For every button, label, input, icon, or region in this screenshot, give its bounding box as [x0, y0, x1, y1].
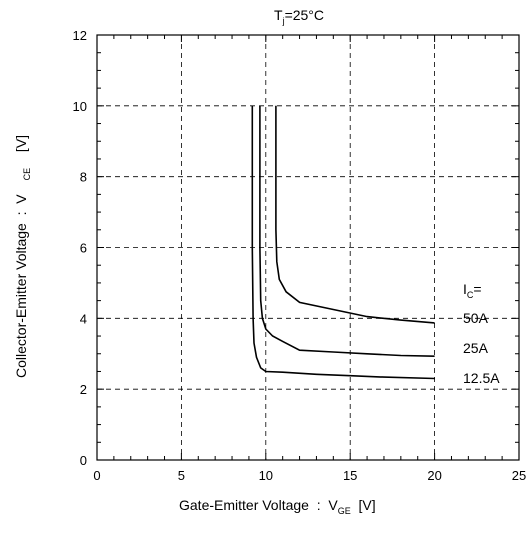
chart-title-sub: j	[282, 16, 285, 26]
x-axis-label-main: Gate-Emitter Voltage : V	[179, 497, 338, 513]
chart-title-tail: =25°C	[285, 7, 324, 23]
y-axis-label-sub: CE	[22, 168, 32, 181]
y-axis-label-main: Collector-Emitter Voltage : V	[13, 194, 29, 378]
x-axis-label-tail: [V]	[351, 497, 376, 513]
curves	[251, 105, 435, 380]
x-axis-label: Gate-Emitter Voltage : VGE [V]	[179, 497, 376, 516]
x-tick-label: 20	[427, 468, 441, 483]
x-tick-labels: 0 5 10 15 20 25	[93, 468, 526, 483]
y-tick-label: 10	[73, 99, 87, 114]
grid-lines	[97, 35, 519, 460]
series-label-25a: 25A	[463, 340, 489, 356]
x-tick-label: 0	[93, 468, 100, 483]
chart-title: Tj=25°C	[274, 7, 324, 26]
series-line-12-5a	[251, 105, 435, 380]
series-label-12-5a: 12.5A	[463, 370, 500, 386]
legend-header: IC=	[463, 281, 482, 300]
y-tick-labels: 0 2 4 6 8 10 12	[73, 28, 87, 468]
series-line-25a	[259, 105, 435, 357]
series-label-50a: 50A	[463, 310, 489, 326]
y-axis-label: Collector-Emitter Voltage : V CE [V]	[13, 135, 32, 378]
legend-header-sub: C	[467, 290, 474, 300]
legend-header-tail: =	[473, 281, 481, 297]
y-axis-label-tail: [V]	[13, 135, 29, 160]
y-tick-label: 12	[73, 28, 87, 43]
y-tick-label: 8	[80, 170, 87, 185]
y-tick-label: 2	[80, 382, 87, 397]
series-labels: 12.5A 25A 50A	[463, 310, 500, 386]
y-tick-label: 6	[80, 241, 87, 256]
x-axis-label-sub: GE	[338, 506, 351, 516]
x-tick-label: 5	[178, 468, 185, 483]
chart-title-main: T	[274, 7, 283, 23]
x-tick-label: 15	[343, 468, 357, 483]
y-tick-label: 4	[80, 311, 87, 326]
x-tick-label: 25	[512, 468, 526, 483]
legend-header-main: I	[463, 281, 467, 297]
series-line-50a	[275, 105, 435, 324]
x-tick-label: 10	[259, 468, 273, 483]
y-tick-label: 0	[80, 453, 87, 468]
axis-ticks	[96, 34, 520, 461]
